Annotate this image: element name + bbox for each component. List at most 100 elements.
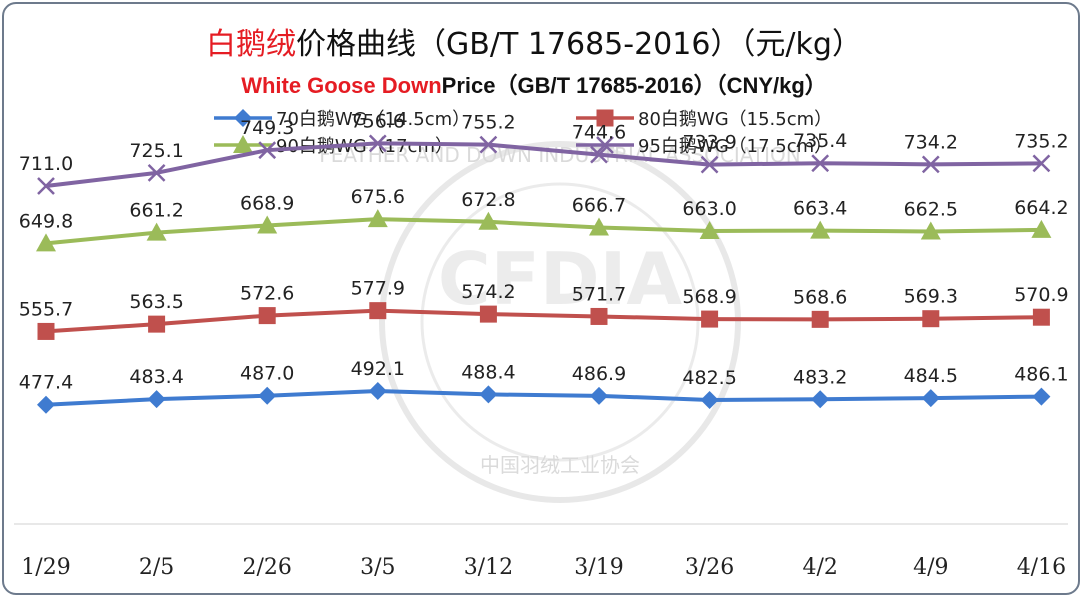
series-line bbox=[45, 388, 1042, 407]
data-point bbox=[479, 385, 498, 404]
data-label: 668.9 bbox=[240, 192, 294, 214]
chart-title-en: White Goose DownPrice（GB/T 17685-2016）（C… bbox=[241, 73, 827, 98]
price-chart: CFDIA 中国羽绒工业协会 FEATHER AND DOWN INDUSTRI… bbox=[14, 27, 1069, 580]
data-label: 744.6 bbox=[572, 122, 626, 144]
legend-label-90: 90白鹅WG（17cm） bbox=[276, 136, 453, 157]
data-point bbox=[479, 305, 497, 323]
data-label: 725.1 bbox=[129, 140, 183, 162]
data-label: 487.0 bbox=[240, 363, 294, 385]
x-tick-label: 4/9 bbox=[913, 555, 948, 580]
data-point bbox=[811, 390, 830, 409]
legend-label-95: 95白鹅WG（17.5cm） bbox=[638, 136, 832, 157]
data-point bbox=[479, 135, 498, 154]
data-label: 749.3 bbox=[240, 117, 294, 139]
data-point bbox=[368, 381, 387, 400]
data-point bbox=[1032, 387, 1051, 406]
data-label: 484.5 bbox=[904, 365, 958, 387]
legend-item-95: 95白鹅WG（17.5cm） bbox=[576, 136, 832, 157]
data-label: 492.1 bbox=[351, 358, 405, 380]
data-point bbox=[921, 389, 940, 408]
chart-title-en-rest: Price（GB/T 17685-2016）（CNY/kg） bbox=[442, 73, 827, 98]
legend-marker-shape bbox=[233, 135, 253, 153]
data-point bbox=[37, 322, 55, 340]
data-label: 571.7 bbox=[572, 283, 626, 305]
data-label: 477.4 bbox=[19, 372, 73, 394]
data-point bbox=[700, 390, 719, 409]
data-point bbox=[699, 220, 720, 239]
data-point bbox=[700, 155, 719, 174]
watermark-logo: CFDIA bbox=[438, 237, 683, 321]
data-label: 568.9 bbox=[682, 286, 736, 308]
data-label: 663.4 bbox=[793, 198, 847, 220]
series-line bbox=[45, 308, 1042, 334]
data-label: 755.2 bbox=[461, 112, 515, 134]
data-point bbox=[922, 310, 940, 328]
data-label: 733.9 bbox=[682, 132, 736, 154]
data-point bbox=[810, 220, 831, 239]
x-tick-label: 3/26 bbox=[685, 555, 734, 580]
data-point bbox=[1032, 308, 1050, 326]
watermark-ring-inner bbox=[420, 182, 700, 462]
data-point bbox=[257, 215, 278, 234]
data-label: 711.0 bbox=[19, 153, 73, 175]
data-label: 483.4 bbox=[129, 366, 183, 388]
data-label: 569.3 bbox=[904, 286, 958, 308]
data-point bbox=[148, 315, 166, 333]
legend-marker-shape bbox=[596, 109, 614, 127]
data-label: 661.2 bbox=[129, 200, 183, 222]
chart-title-cn-accent: 白鹅绒 bbox=[206, 27, 296, 62]
data-point bbox=[589, 217, 609, 236]
legend-label-80: 80白鹅WG（15.5cm） bbox=[638, 109, 832, 130]
plot-area: 1/29 2/5 2/26 3/5 3/12 3/19 3/26 4/2 4/9 4/16 477.… bbox=[19, 110, 1069, 580]
data-point bbox=[146, 222, 167, 241]
data-label: 735.2 bbox=[1014, 130, 1068, 152]
legend-marker-80 bbox=[596, 109, 614, 127]
data-label: 486.9 bbox=[572, 363, 626, 385]
watermark-text-cn: 中国羽绒工业协会 bbox=[480, 453, 640, 477]
data-point bbox=[36, 233, 56, 252]
series-line bbox=[45, 141, 1042, 189]
legend-marker-shape bbox=[234, 109, 252, 127]
data-label: 577.9 bbox=[351, 278, 405, 300]
x-tick-label: 4/2 bbox=[802, 555, 837, 580]
data-point bbox=[147, 163, 166, 182]
data-label: 483.2 bbox=[793, 366, 847, 388]
x-tick-label: 4/16 bbox=[1017, 555, 1066, 580]
data-point bbox=[258, 141, 277, 160]
data-label: 734.2 bbox=[904, 131, 958, 153]
data-label: 486.1 bbox=[1014, 364, 1068, 386]
x-tick-label: 2/5 bbox=[139, 555, 174, 580]
cfdia-watermark: CFDIA 中国羽绒工业协会 FEATHER AND DOWN INDUSTRI… bbox=[319, 141, 801, 503]
data-label: 649.8 bbox=[19, 210, 73, 232]
data-point bbox=[369, 302, 387, 320]
data-label: 666.7 bbox=[572, 195, 626, 217]
chart-legend: 70白鹅WG（14.5cm） 80白鹅WG（15.5cm） 90白鹅WG（17c… bbox=[214, 109, 832, 157]
legend-item-70: 70白鹅WG（14.5cm） bbox=[214, 109, 470, 130]
data-label: 662.5 bbox=[904, 198, 958, 220]
x-tick-label: 1/29 bbox=[21, 555, 70, 580]
data-label: 574.2 bbox=[461, 281, 515, 303]
legend-marker-shape bbox=[596, 136, 614, 154]
data-point bbox=[258, 386, 277, 405]
data-label: 568.6 bbox=[793, 286, 847, 308]
data-label: 572.6 bbox=[240, 283, 294, 305]
data-point bbox=[1032, 154, 1051, 173]
legend-marker-70 bbox=[234, 109, 252, 127]
watermark-ring-outer bbox=[379, 141, 741, 503]
legend-label-70: 70白鹅WG（14.5cm） bbox=[276, 109, 470, 130]
data-point bbox=[1031, 219, 1052, 238]
data-point bbox=[368, 134, 387, 153]
data-point bbox=[590, 386, 608, 405]
data-point bbox=[811, 154, 830, 173]
x-tick-label: 3/5 bbox=[360, 555, 395, 580]
data-point bbox=[921, 155, 940, 174]
data-point bbox=[37, 177, 55, 195]
data-point bbox=[478, 211, 499, 230]
data-point bbox=[590, 145, 608, 164]
data-label: 482.5 bbox=[682, 367, 736, 389]
data-label: 735.4 bbox=[793, 130, 847, 152]
data-label: 563.5 bbox=[129, 291, 183, 313]
data-point bbox=[37, 395, 55, 414]
data-label: 570.9 bbox=[1014, 284, 1068, 306]
